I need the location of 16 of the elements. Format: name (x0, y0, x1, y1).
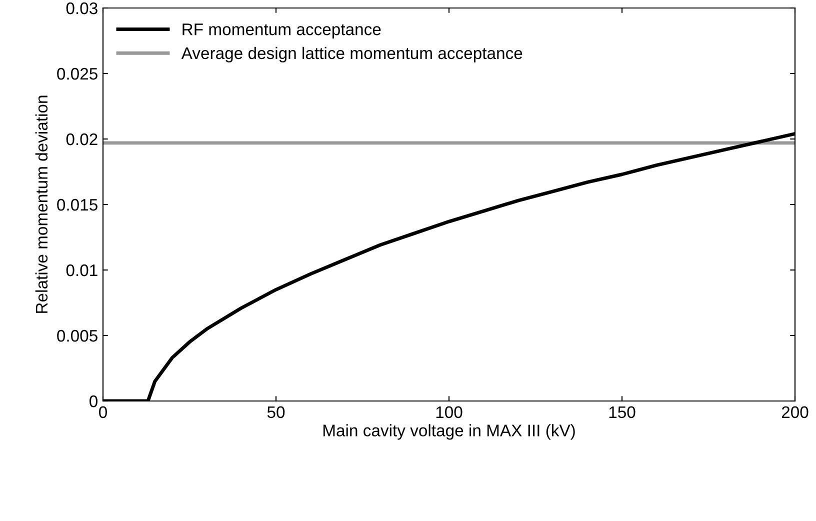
x-tick-label: 200 (782, 406, 808, 418)
x-tick-label: 150 (609, 406, 636, 418)
y-tick-label: 0.01 (66, 264, 98, 276)
y-tick-label: 0 (90, 395, 98, 408)
y-tick-label: 0.025 (57, 68, 98, 80)
x-tick-label: 0 (99, 406, 107, 418)
legend-label: Average design lattice momentum acceptance (181, 46, 522, 62)
legend-label: RF momentum acceptance (182, 24, 381, 39)
y-tick-label: 0.005 (57, 330, 98, 342)
x-tick-label: 100 (436, 406, 462, 418)
x-tick-label: 50 (267, 406, 285, 418)
y-tick-label: 0.02 (66, 133, 98, 146)
y-axis-title: Relative momentum deviation (35, 96, 48, 313)
y-tick-label: 0.03 (66, 2, 98, 14)
y-tick-label: 0.015 (57, 198, 98, 211)
x-axis-title: Main cavity voltage in MAX III (kV) (323, 424, 575, 440)
